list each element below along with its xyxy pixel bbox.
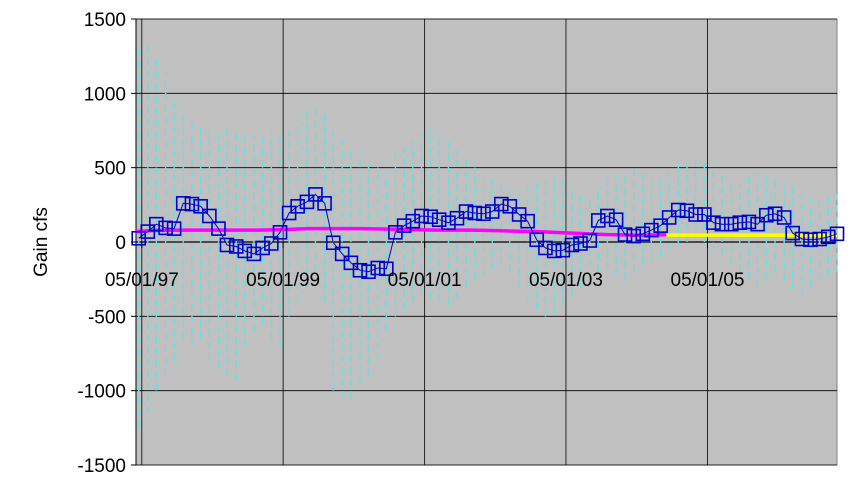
data-point [600,208,615,224]
data-point [741,214,757,230]
data-point [635,226,651,242]
data-point [334,246,350,262]
data-point [414,208,429,224]
data-point [158,220,173,236]
data-point [325,235,341,251]
y-tick-label: -1000 [77,382,126,403]
data-point [670,202,686,218]
x-tick-label: 05/01/99 [246,270,320,291]
data-point [494,196,509,212]
data-point [458,204,474,219]
data-point [546,243,562,259]
data-point [767,206,783,222]
data-point [502,199,518,214]
data-point [564,237,580,253]
y-tick-label: 1500 [84,10,126,31]
data-point [237,243,253,259]
data-point [750,216,765,232]
data-point [714,216,730,232]
data-point [653,218,668,233]
x-axis: 05/01/97 05/01/99 05/01/01 05/01/03 05/01/05 [105,270,745,291]
data-point [582,233,598,248]
data-point [732,215,748,230]
data-point [211,221,226,236]
data-point [184,196,200,212]
data-point [590,213,606,228]
data-point [520,213,535,229]
data-point [193,199,208,214]
y-tick-label: 500 [94,159,126,180]
data-point [299,194,315,210]
data-point [308,187,323,202]
data-point [679,203,695,219]
data-point [255,240,270,256]
data-point [723,216,739,232]
data-point [706,215,721,230]
data-point [343,255,359,271]
data-point [431,212,447,227]
data-point [317,196,332,211]
data-point [423,209,438,225]
data-point [812,231,827,247]
y-tick-label: 1000 [84,84,126,105]
data-point [626,228,642,244]
data-point [573,236,588,251]
y-axis-title: Gain cfs [31,207,52,277]
data-point [228,239,244,254]
data-point [759,207,774,223]
data-point [379,261,394,277]
data-point [370,260,386,276]
data-point [661,210,677,225]
data-point [476,206,491,222]
data-point [529,232,545,248]
data-point [644,222,659,238]
data-point [617,227,633,242]
data-point [272,225,288,240]
data-point [290,199,305,214]
y-tick-label: -1500 [77,456,126,477]
data-point [219,237,235,253]
data-point [202,208,217,224]
data-point [803,232,818,248]
x-tick-label: 05/01/97 [105,270,179,291]
data-point [776,210,792,225]
data-point [484,204,500,219]
data-point [794,231,810,247]
data-point [697,207,712,222]
y-tick-label: -500 [88,307,126,328]
data-point [396,218,412,233]
x-tick-label: 05/01/01 [388,270,462,291]
data-point [166,221,182,236]
data-point [149,216,164,232]
x-tick-label: 05/01/05 [671,270,745,291]
data-point [688,207,703,222]
data-point [608,212,624,227]
data-point [538,240,553,256]
data-point [264,236,279,251]
x-tick-label: 05/01/03 [529,270,603,291]
data-point [467,205,483,221]
data-point [441,215,456,230]
data-point [361,264,376,280]
y-tick-label: 0 [115,233,126,254]
data-point [352,262,368,278]
data-point [405,213,421,229]
data-point [140,224,156,239]
series-markers [131,187,845,280]
data-point [555,242,571,258]
y-axis: 1500 1000 500 0 -500 -1000 -1500 [77,10,136,477]
plot-area [135,18,838,466]
data-point [175,196,191,211]
data-point [829,226,845,242]
data-point [820,229,836,245]
